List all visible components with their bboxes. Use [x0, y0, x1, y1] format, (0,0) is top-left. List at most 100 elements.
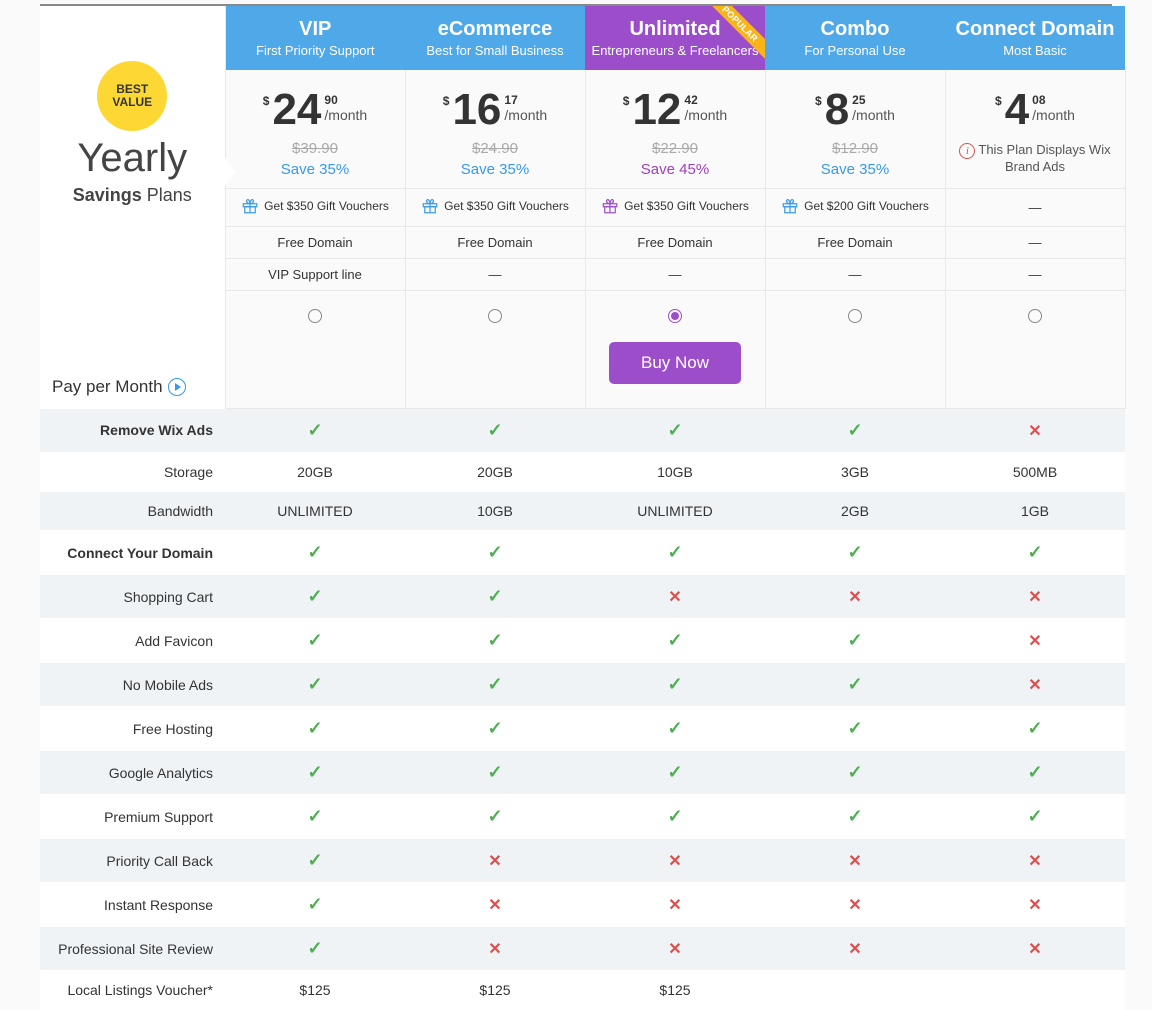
plan-radio-unlimited[interactable]	[668, 309, 682, 323]
feature-cell: ✕	[765, 575, 945, 619]
check-icon: ✓	[307, 586, 322, 606]
feature-cell: ✕	[765, 839, 945, 883]
feature-cell: ✕	[585, 839, 765, 883]
feature-row: Instant Response✓✕✕✕✕	[40, 883, 1125, 927]
gift-icon	[241, 197, 259, 215]
feature-cell: ✓	[405, 575, 585, 619]
feature-label: Premium Support	[40, 795, 225, 839]
cross-icon: ✕	[668, 897, 681, 914]
feature-cell: ✕	[945, 883, 1125, 927]
feature-label: Instant Response	[40, 883, 225, 927]
price-period: /month	[684, 107, 727, 123]
price-dollars: 16	[452, 88, 501, 132]
cross-icon: ✕	[1028, 589, 1041, 606]
gift-text: Get $350 Gift Vouchers	[444, 199, 569, 213]
feature-cell: ✓	[765, 663, 945, 707]
check-icon: ✓	[307, 420, 322, 440]
price-cents: 17	[504, 93, 517, 107]
feature-value: $125	[299, 982, 330, 998]
currency-symbol: $	[815, 94, 822, 108]
feature-cell: ✓	[405, 795, 585, 839]
price-was: $39.90	[231, 140, 400, 157]
price-period: /month	[1032, 107, 1075, 123]
plan-radio-ecommerce[interactable]	[488, 309, 502, 323]
cross-icon: ✕	[488, 853, 501, 870]
feature-cell: UNLIMITED	[585, 492, 765, 531]
price-block-combo: $825/month$12.90Save 35%	[765, 70, 945, 189]
plan-name: Connect Domain	[950, 18, 1120, 41]
select-cell-ecommerce	[405, 291, 585, 409]
gift-icon	[421, 197, 439, 215]
plan-name: Combo	[770, 18, 940, 41]
support-line-combo: —	[765, 259, 945, 291]
check-icon: ✓	[487, 630, 502, 650]
price-was: $24.90	[411, 140, 580, 157]
feature-value: 10GB	[657, 464, 693, 480]
price-cents: 90	[324, 93, 337, 107]
gift-text: Get $350 Gift Vouchers	[264, 199, 389, 213]
feature-cell: ✕	[585, 883, 765, 927]
feature-cell: ✓	[225, 883, 405, 927]
feature-label: Remove Wix Ads	[40, 409, 225, 453]
select-cell-unlimited: Buy Now	[585, 291, 765, 409]
cross-icon: ✕	[1028, 853, 1041, 870]
price-line: $2490/month	[263, 88, 367, 132]
currency-symbol: $	[623, 94, 630, 108]
check-icon: ✓	[667, 762, 682, 782]
gift-icon	[781, 197, 799, 215]
check-icon: ✓	[667, 806, 682, 826]
feature-cell: ✕	[945, 663, 1125, 707]
feature-cell: $125	[225, 971, 405, 1010]
feature-cell: ✓	[945, 751, 1125, 795]
pricing-wrapper: BESTVALUEYearlySavings PlansPay per Mont…	[40, 4, 1112, 1010]
buy-now-button[interactable]: Buy Now	[609, 342, 741, 384]
plan-radio-combo[interactable]	[848, 309, 862, 323]
price-block-unlimited: $1242/month$22.90Save 45%	[585, 70, 765, 189]
feature-cell	[945, 971, 1125, 1010]
cross-icon: ✕	[848, 941, 861, 958]
feature-row: Add Favicon✓✓✓✓✕	[40, 619, 1125, 663]
pricing-table: BESTVALUEYearlySavings PlansPay per Mont…	[40, 6, 1126, 1010]
feature-cell: ✓	[225, 575, 405, 619]
check-icon: ✓	[847, 718, 862, 738]
plan-name: eCommerce	[410, 18, 580, 41]
support-line-ecommerce: —	[405, 259, 585, 291]
price-save: Save 35%	[231, 161, 400, 178]
feature-cell: ✓	[405, 619, 585, 663]
feature-value: 20GB	[297, 464, 333, 480]
feature-cell: ✓	[585, 795, 765, 839]
price-line: $1242/month	[623, 88, 727, 132]
feature-cell: 2GB	[765, 492, 945, 531]
feature-cell: 500MB	[945, 453, 1125, 492]
feature-cell: 1GB	[945, 492, 1125, 531]
feature-cell: $125	[405, 971, 585, 1010]
feature-cell: ✓	[765, 751, 945, 795]
feature-row: Local Listings Voucher*$125$125$125	[40, 971, 1125, 1010]
price-dollars: 24	[272, 88, 321, 132]
price-dollars: 4	[1005, 88, 1029, 132]
feature-label: Shopping Cart	[40, 575, 225, 619]
cross-icon: ✕	[668, 941, 681, 958]
plan-name: VIP	[231, 18, 401, 41]
feature-cell: ✓	[585, 751, 765, 795]
price-save: Save 35%	[411, 161, 580, 178]
feature-cell: UNLIMITED	[225, 492, 405, 531]
check-icon: ✓	[487, 420, 502, 440]
pay-per-month-link[interactable]: Pay per Month	[40, 377, 225, 397]
feature-row: Storage20GB20GB10GB3GB500MB	[40, 453, 1125, 492]
plan-subtitle: Entrepreneurs & Freelancers	[590, 43, 760, 58]
cross-icon: ✕	[1028, 677, 1041, 694]
savings-subtitle: Savings Plans	[45, 185, 220, 206]
plan-radio-vip[interactable]	[308, 309, 322, 323]
plan-radio-connect[interactable]	[1028, 309, 1042, 323]
price-line: $825/month	[815, 88, 895, 132]
feature-cell: ✓	[585, 707, 765, 751]
feature-cell: ✕	[765, 927, 945, 971]
feature-row: Free Hosting✓✓✓✓✓	[40, 707, 1125, 751]
feature-value: 3GB	[841, 464, 869, 480]
free-domain-ecommerce: Free Domain	[405, 227, 585, 259]
check-icon: ✓	[847, 542, 862, 562]
play-icon	[168, 378, 186, 396]
price-cents: 42	[684, 93, 697, 107]
free-domain-vip: Free Domain	[225, 227, 405, 259]
